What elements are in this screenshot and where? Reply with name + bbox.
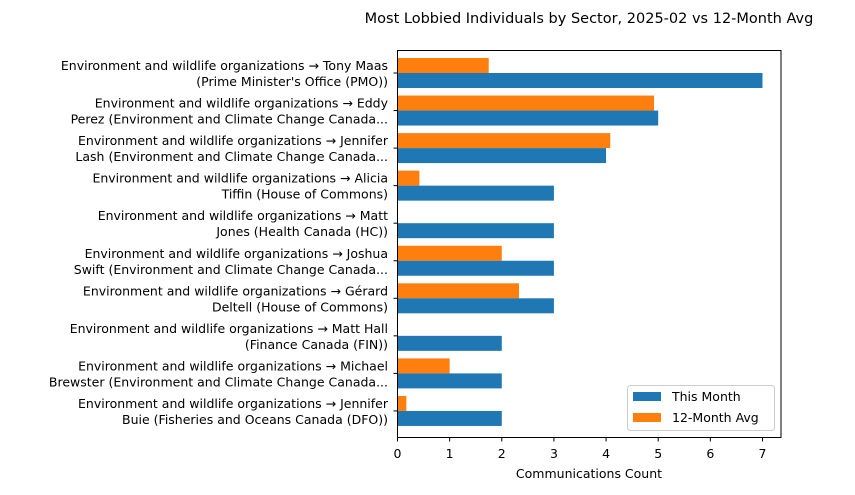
x-tick-label: 4 bbox=[602, 446, 610, 461]
bar-12-month-avg bbox=[397, 358, 450, 374]
bar-this-month bbox=[397, 223, 554, 239]
x-tick-label: 5 bbox=[654, 446, 662, 461]
y-tick-label: Environment and wildlife organizations →… bbox=[95, 96, 389, 111]
bar-this-month bbox=[397, 73, 763, 88]
chart-title: Most Lobbied Individuals by Sector, 2025… bbox=[365, 11, 814, 27]
bar-this-month bbox=[397, 298, 554, 314]
bar-12-month-avg bbox=[397, 95, 655, 111]
bar-this-month bbox=[397, 110, 659, 126]
y-tick-label: (Prime Minister's Office (PMO)) bbox=[196, 74, 388, 89]
y-tick-label: Lash (Environment and Climate Change Can… bbox=[75, 149, 388, 164]
y-tick-label: Environment and wildlife organizations →… bbox=[85, 246, 388, 261]
y-tick-label: Environment and wildlife organizations →… bbox=[83, 283, 388, 298]
plot-frame bbox=[397, 50, 782, 438]
x-tick-label: 6 bbox=[706, 446, 714, 461]
y-tick-label: (Finance Canada (FIN)) bbox=[245, 337, 388, 352]
y-tick-label: Environment and wildlife organizations →… bbox=[78, 358, 388, 373]
y-tick-label: Tiffin (House of Commons) bbox=[221, 187, 388, 202]
bar-this-month bbox=[397, 373, 502, 389]
bar-this-month bbox=[397, 185, 554, 201]
bar-12-month-avg bbox=[397, 395, 407, 411]
y-tick-label: Deltell (House of Commons) bbox=[212, 299, 388, 314]
legend: This Month 12-Month Avg bbox=[627, 385, 775, 431]
y-tick-label: Jones (Health Canada (HC)) bbox=[215, 224, 388, 239]
bar-12-month-avg bbox=[397, 58, 489, 73]
legend-box bbox=[627, 385, 775, 431]
y-tick-label: Environment and wildlife organizations →… bbox=[78, 396, 389, 411]
x-tick-label: 2 bbox=[498, 446, 506, 461]
legend-swatch bbox=[633, 413, 661, 422]
y-tick-label: Environment and wildlife organizations →… bbox=[61, 58, 388, 73]
legend-label: 12-Month Avg bbox=[672, 410, 759, 425]
legend-label: This Month bbox=[671, 389, 741, 404]
x-tick-label: 1 bbox=[446, 446, 454, 461]
y-tick-label: Brewster (Environment and Climate Change… bbox=[49, 374, 388, 389]
bar-this-month bbox=[397, 335, 502, 351]
x-tick-label: 3 bbox=[550, 446, 558, 461]
y-tick-label: Environment and wildlife organizations →… bbox=[98, 208, 388, 223]
bar-12-month-avg bbox=[397, 245, 502, 261]
bar-this-month bbox=[397, 260, 554, 276]
y-tick-label: Environment and wildlife organizations →… bbox=[78, 133, 389, 148]
y-tick-label: Environment and wildlife organizations →… bbox=[70, 321, 388, 336]
bar-12-month-avg bbox=[397, 283, 519, 299]
y-tick-label: Environment and wildlife organizations →… bbox=[92, 171, 388, 186]
y-tick-label: Perez (Environment and Climate Change Ca… bbox=[71, 112, 388, 127]
bar-this-month bbox=[397, 410, 502, 426]
y-tick-label: Swift (Environment and Climate Change Ca… bbox=[74, 262, 388, 277]
legend-swatch bbox=[633, 392, 661, 401]
x-tick-label: 7 bbox=[759, 446, 767, 461]
bar-this-month bbox=[397, 148, 607, 164]
x-axis-label: Communications Count bbox=[516, 466, 662, 481]
y-tick-label: Buie (Fisheries and Oceans Canada (DFO)) bbox=[122, 412, 388, 427]
x-tick-label: 0 bbox=[394, 446, 402, 461]
bar-12-month-avg bbox=[397, 170, 420, 186]
bar-12-month-avg bbox=[397, 133, 611, 149]
